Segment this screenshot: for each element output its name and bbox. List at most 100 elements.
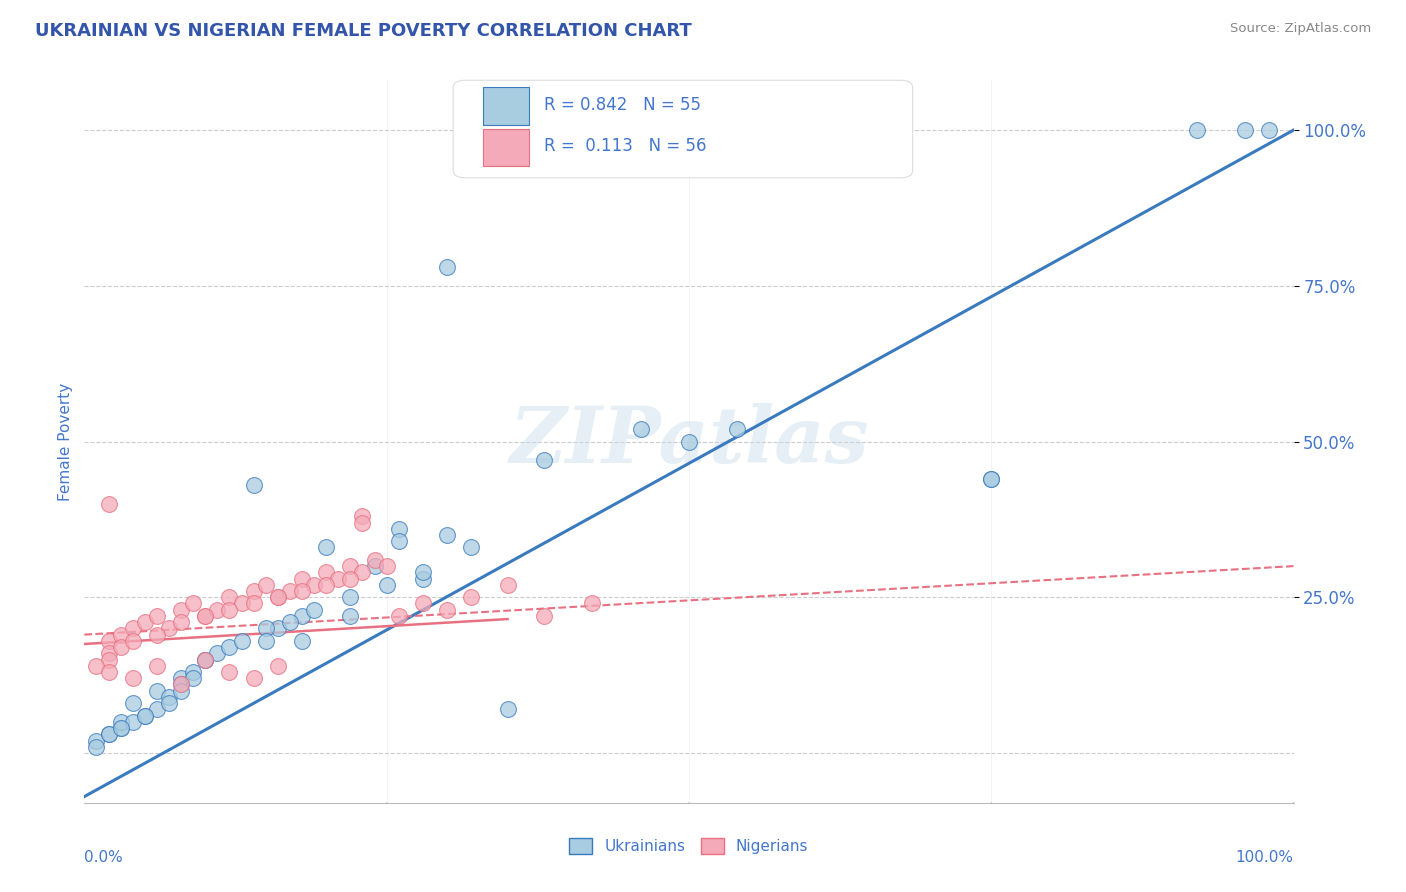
Point (157, 690, 180, 704)
Point (218, 603, 240, 617)
Point (134, 615, 156, 630)
Point (97, 633, 120, 648)
Point (363, 553, 385, 567)
Point (339, 591, 361, 605)
Legend: Ukrainians, Nigerians: Ukrainians, Nigerians (564, 832, 814, 860)
Point (121, 714, 143, 729)
Point (218, 640, 240, 654)
Point (678, 434, 700, 449)
Point (436, 528, 458, 542)
Point (267, 591, 290, 605)
Text: UKRAINIAN VS NIGERIAN FEMALE POVERTY CORRELATION CHART: UKRAINIAN VS NIGERIAN FEMALE POVERTY COR… (35, 22, 692, 40)
Point (110, 721, 132, 735)
Text: Source: ZipAtlas.com: Source: ZipAtlas.com (1230, 22, 1371, 36)
Text: ZIPatlas: ZIPatlas (509, 403, 869, 480)
Point (121, 671, 143, 685)
Point (170, 615, 193, 630)
Point (375, 578, 398, 592)
Point (363, 559, 385, 574)
Point (291, 584, 314, 599)
Point (170, 603, 193, 617)
Point (242, 584, 264, 599)
Point (496, 702, 519, 716)
Point (339, 559, 361, 574)
Point (267, 658, 290, 673)
Point (1185, 123, 1208, 137)
Point (533, 453, 555, 467)
FancyBboxPatch shape (453, 80, 912, 178)
Bar (484, 87, 529, 125)
Point (278, 584, 301, 599)
Point (1258, 123, 1281, 137)
Point (328, 572, 350, 586)
Point (194, 652, 217, 666)
Point (339, 609, 361, 624)
Point (436, 603, 458, 617)
Point (412, 597, 434, 611)
Point (254, 621, 277, 635)
Point (207, 646, 229, 660)
Point (460, 541, 482, 555)
Point (412, 566, 434, 580)
Point (110, 721, 132, 735)
Point (146, 658, 169, 673)
Point (170, 671, 193, 685)
Point (134, 708, 156, 723)
Point (315, 578, 337, 592)
Point (170, 677, 193, 691)
Point (146, 627, 169, 641)
Point (315, 566, 337, 580)
Point (242, 671, 264, 685)
Point (97, 497, 120, 511)
Point (194, 652, 217, 666)
Point (630, 422, 652, 436)
Point (110, 714, 132, 729)
Point (725, 422, 748, 436)
Point (218, 591, 240, 605)
Point (181, 597, 204, 611)
Point (352, 509, 374, 524)
Text: R =  0.113   N = 56: R = 0.113 N = 56 (544, 137, 706, 155)
Point (302, 603, 325, 617)
Point (375, 559, 398, 574)
Point (146, 609, 169, 624)
Point (170, 683, 193, 698)
Point (1234, 123, 1257, 137)
Point (460, 591, 482, 605)
Point (231, 633, 253, 648)
Point (97, 727, 120, 741)
Point (980, 472, 1002, 486)
Point (315, 541, 337, 555)
Text: 100.0%: 100.0% (1236, 850, 1294, 864)
Point (291, 609, 314, 624)
Point (242, 597, 264, 611)
Text: 0.0%: 0.0% (84, 850, 124, 864)
Point (146, 702, 169, 716)
Point (97, 727, 120, 741)
Point (278, 615, 301, 630)
Point (291, 633, 314, 648)
Point (533, 609, 555, 624)
Point (86, 733, 108, 747)
Point (157, 696, 180, 710)
Point (194, 609, 217, 624)
Point (496, 578, 519, 592)
Point (194, 609, 217, 624)
Point (97, 646, 120, 660)
Point (412, 572, 434, 586)
Point (97, 665, 120, 679)
Point (181, 665, 204, 679)
Point (121, 621, 143, 635)
Point (170, 677, 193, 691)
Point (980, 472, 1002, 486)
Point (110, 627, 132, 641)
Point (157, 621, 180, 635)
Point (388, 522, 411, 536)
Point (339, 572, 361, 586)
Point (436, 260, 458, 274)
Point (302, 578, 325, 592)
Point (388, 534, 411, 549)
Point (121, 696, 143, 710)
Point (254, 578, 277, 592)
Point (207, 603, 229, 617)
